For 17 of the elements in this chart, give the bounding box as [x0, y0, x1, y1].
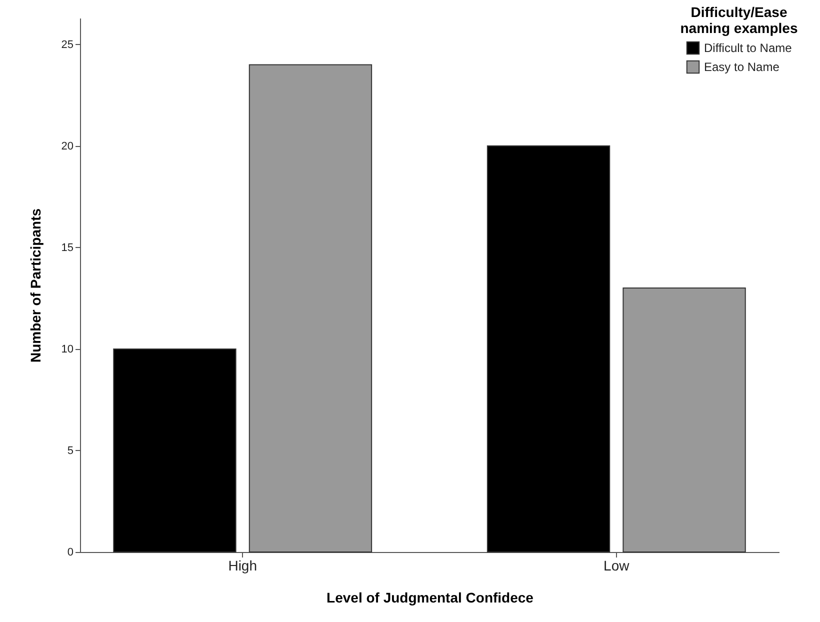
- bar: [622, 288, 746, 552]
- y-tick-label: 10: [61, 343, 74, 356]
- y-tick-label: 5: [67, 444, 74, 457]
- x-tick-label: High: [228, 558, 257, 574]
- y-axis-title: Number of Participants: [27, 208, 44, 363]
- bar: [248, 64, 372, 552]
- legend-title: Difficulty/Ease naming examples: [680, 4, 798, 36]
- bar: [486, 145, 610, 552]
- legend-label: Difficult to Name: [704, 41, 792, 55]
- y-tick-label: 20: [61, 140, 74, 152]
- legend-label: Easy to Name: [704, 60, 780, 74]
- x-axis-title: Level of Judgmental Confidece: [326, 590, 534, 606]
- y-tick-label: 0: [67, 546, 74, 558]
- x-tick-label: Low: [604, 558, 630, 574]
- y-tick-label: 15: [61, 242, 74, 254]
- bar: [113, 348, 236, 552]
- y-tick-label: 25: [61, 38, 74, 51]
